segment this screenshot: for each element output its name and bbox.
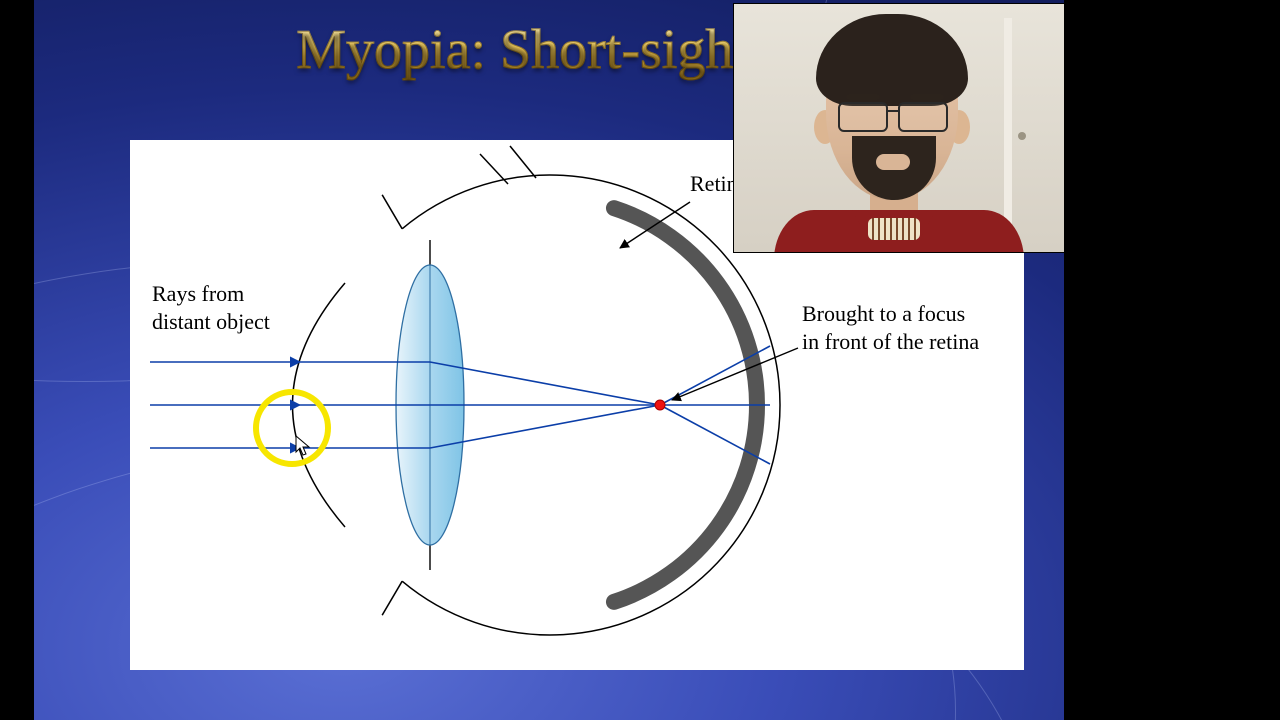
label-rays: Rays from distant object	[152, 280, 270, 335]
webcam-bowtie	[868, 218, 920, 240]
presenter-webcam	[733, 3, 1065, 253]
webcam-doorframe	[1004, 18, 1056, 238]
label-rays-l2: distant object	[152, 308, 270, 336]
glasses-bridge	[886, 110, 900, 112]
webcam-glasses	[838, 102, 948, 130]
glasses-lens	[838, 102, 888, 132]
webcam-mouth	[876, 154, 910, 170]
webcam-doorknob	[1018, 132, 1026, 140]
label-focus: Brought to a focus in front of the retin…	[802, 300, 979, 355]
webcam-brow	[846, 94, 880, 100]
webcam-brow	[910, 94, 944, 100]
label-focus-l1: Brought to a focus	[802, 300, 979, 328]
glasses-lens	[898, 102, 948, 132]
label-focus-l2: in front of the retina	[802, 328, 979, 356]
label-rays-l1: Rays from	[152, 280, 270, 308]
